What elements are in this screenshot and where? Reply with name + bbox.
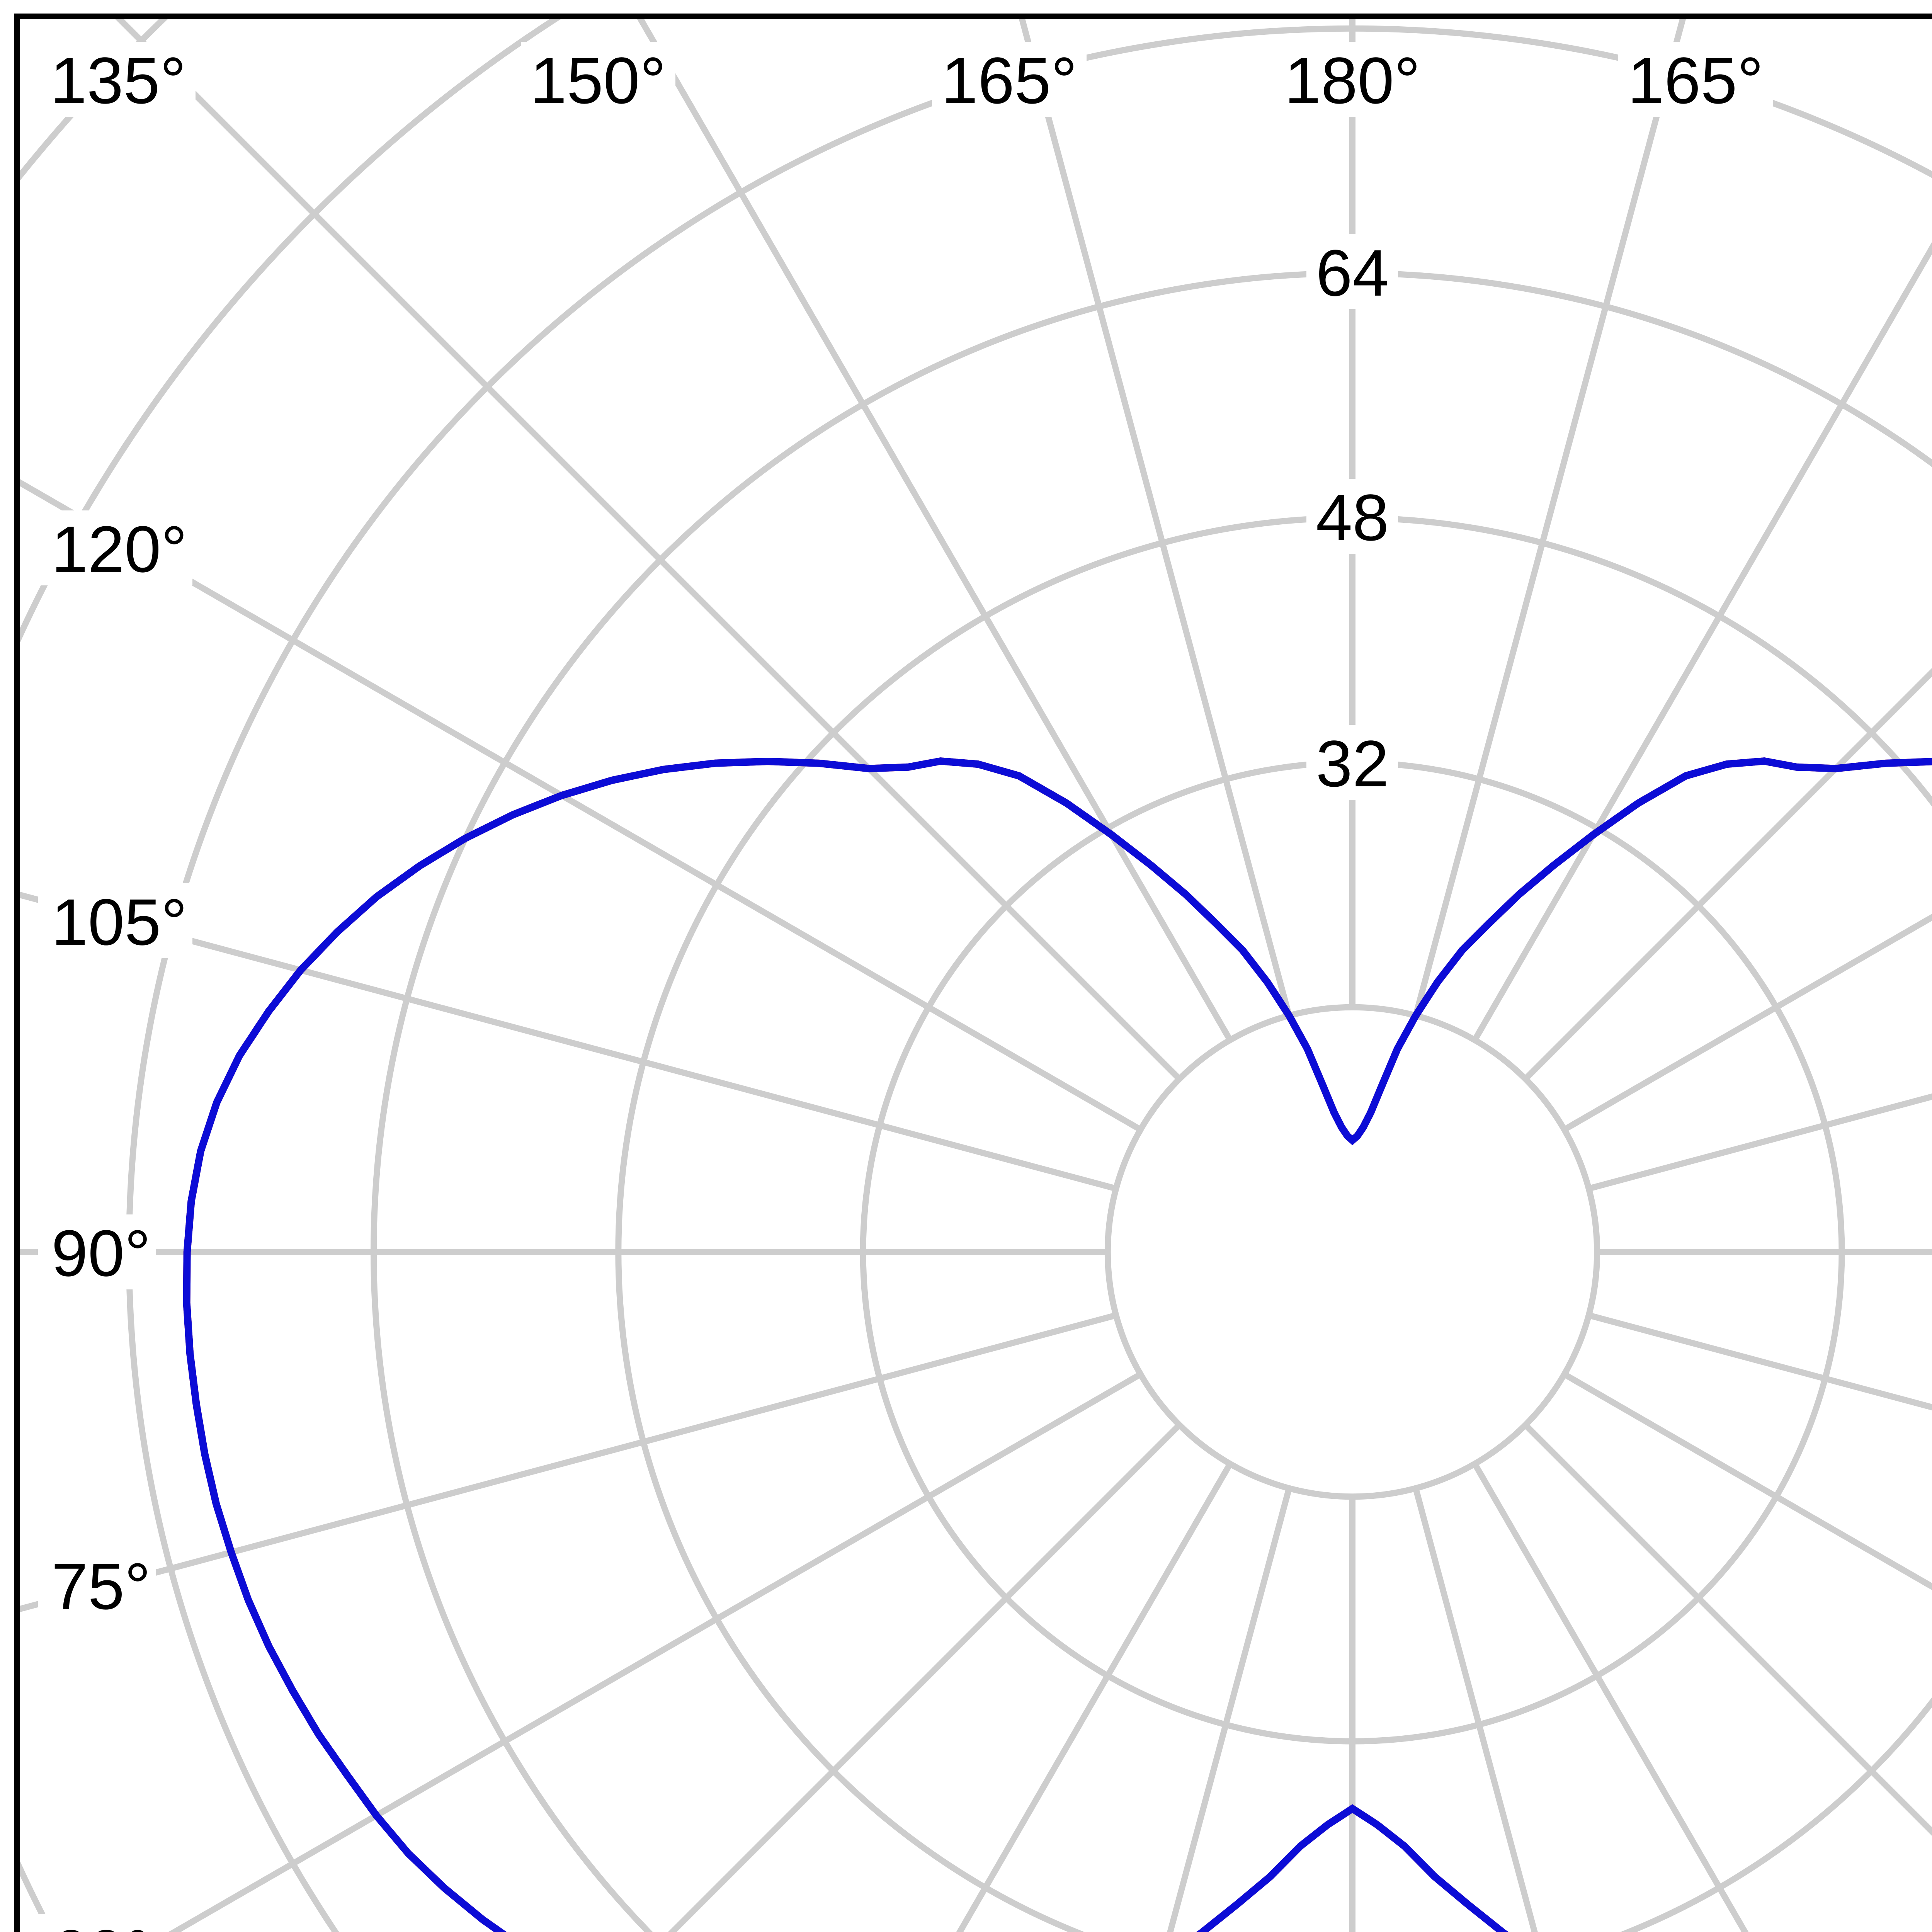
svg-text:32: 32: [1316, 727, 1389, 801]
svg-text:135°: 135°: [50, 44, 186, 117]
svg-text:120°: 120°: [51, 513, 187, 586]
svg-text:90°: 90°: [51, 1217, 151, 1290]
svg-text:48: 48: [1316, 481, 1389, 554]
svg-text:165°: 165°: [941, 44, 1077, 117]
svg-text:75°: 75°: [51, 1550, 151, 1623]
svg-text:105°: 105°: [51, 886, 187, 959]
svg-text:150°: 150°: [530, 44, 666, 117]
svg-text:64: 64: [1316, 236, 1389, 310]
svg-text:60°: 60°: [51, 1917, 151, 1932]
svg-text:165°: 165°: [1628, 44, 1764, 117]
svg-text:180°: 180°: [1284, 44, 1420, 117]
